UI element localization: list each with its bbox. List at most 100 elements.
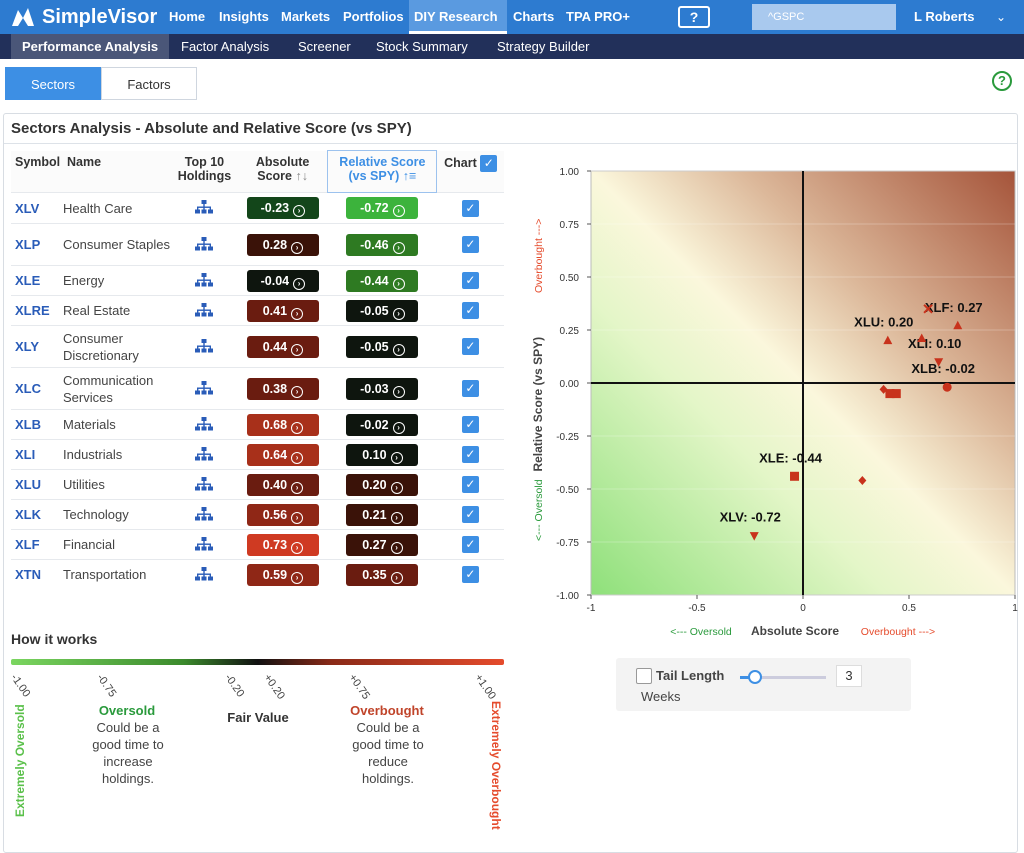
chart-all-checkbox[interactable]: ✓ bbox=[480, 154, 498, 172]
holdings-tree-icon[interactable] bbox=[171, 499, 238, 530]
abs-score-badge[interactable]: 0.44 › bbox=[246, 335, 319, 358]
rel-score-badge[interactable]: -0.05 › bbox=[346, 299, 419, 322]
row-symbol[interactable]: XLI bbox=[11, 439, 63, 470]
data-point[interactable] bbox=[883, 335, 893, 345]
chart-checkbox[interactable]: ✓ bbox=[461, 199, 479, 217]
col-name[interactable]: Name bbox=[63, 150, 171, 193]
chart-checkbox[interactable]: ✓ bbox=[461, 236, 479, 253]
holdings-tree-icon[interactable] bbox=[171, 192, 238, 224]
tail-length-slider-track[interactable] bbox=[740, 676, 826, 679]
tail-length-checkbox[interactable] bbox=[636, 668, 652, 684]
data-point[interactable] bbox=[749, 532, 759, 541]
nav-tpa-pro[interactable]: TPA PRO+ bbox=[566, 9, 630, 24]
row-symbol[interactable]: XLP bbox=[11, 223, 63, 266]
rel-score-badge[interactable]: -0.72 › bbox=[346, 197, 419, 219]
tab-sectors[interactable]: Sectors bbox=[5, 67, 101, 100]
data-point[interactable] bbox=[790, 471, 800, 481]
table-row[interactable]: XLY Consumer Discretionary 0.44 › -0.05 › ✓ bbox=[11, 325, 504, 368]
chart-checkbox[interactable]: ✓ bbox=[461, 416, 479, 433]
row-symbol[interactable]: XLV bbox=[11, 192, 63, 224]
holdings-tree-icon[interactable] bbox=[171, 325, 238, 368]
table-row[interactable]: XLC Communication Services 0.38 › -0.03 › ✓ bbox=[11, 367, 504, 410]
sort-icon[interactable]: ↑↓ bbox=[295, 168, 308, 183]
nav-diy-research[interactable]: DIY Research bbox=[409, 0, 507, 34]
rel-score-badge[interactable]: 0.21 › bbox=[346, 503, 419, 526]
app-logo[interactable]: SimpleVisor bbox=[10, 4, 157, 30]
rel-score-badge[interactable]: 0.10 › bbox=[346, 443, 419, 466]
row-symbol[interactable]: XLY bbox=[11, 325, 63, 368]
table-row[interactable]: XLRE Real Estate 0.41 › -0.05 › ✓ bbox=[11, 295, 504, 326]
tab-factors[interactable]: Factors bbox=[101, 67, 197, 100]
chart-checkbox[interactable]: ✓ bbox=[461, 446, 479, 463]
rel-score-badge[interactable]: -0.05 › bbox=[346, 335, 419, 358]
table-row[interactable]: XLI Industrials 0.64 › 0.10 › ✓ bbox=[11, 439, 504, 470]
rel-score-badge[interactable]: -0.44 › bbox=[346, 269, 419, 292]
data-point[interactable] bbox=[942, 382, 952, 392]
row-symbol[interactable]: XLRE bbox=[11, 295, 63, 326]
row-symbol[interactable]: XLB bbox=[11, 409, 63, 440]
rel-score-badge[interactable]: 0.35 › bbox=[346, 563, 419, 586]
abs-score-badge[interactable]: 0.28 › bbox=[246, 233, 319, 256]
nav-charts[interactable]: Charts bbox=[513, 9, 555, 24]
chart-checkbox[interactable]: ✓ bbox=[461, 302, 479, 319]
holdings-tree-icon[interactable] bbox=[171, 367, 238, 410]
table-row[interactable]: XLU Utilities 0.40 › 0.20 › ✓ bbox=[11, 469, 504, 500]
data-point[interactable] bbox=[885, 389, 895, 399]
holdings-tree-icon[interactable] bbox=[171, 295, 238, 326]
chart-checkbox[interactable]: ✓ bbox=[461, 380, 479, 397]
subnav-screener[interactable]: Screener bbox=[298, 39, 351, 54]
abs-score-badge[interactable]: 0.38 › bbox=[246, 377, 319, 400]
data-point[interactable] bbox=[858, 476, 867, 486]
chart-checkbox[interactable]: ✓ bbox=[461, 566, 479, 584]
help-video-icon[interactable]: ? bbox=[678, 6, 710, 28]
holdings-tree-icon[interactable] bbox=[171, 559, 238, 590]
chart-checkbox[interactable]: ✓ bbox=[461, 272, 479, 289]
holdings-tree-icon[interactable] bbox=[171, 439, 238, 470]
chart-checkbox[interactable]: ✓ bbox=[461, 506, 479, 523]
table-row[interactable]: XTN Transportation 0.59 › 0.35 › ✓ bbox=[11, 559, 504, 590]
ticker-search-input[interactable] bbox=[752, 4, 896, 30]
abs-score-badge[interactable]: 0.59 › bbox=[246, 563, 319, 586]
table-row[interactable]: XLB Materials 0.68 › -0.02 › ✓ bbox=[11, 409, 504, 440]
table-row[interactable]: XLF Financial 0.73 › 0.27 › ✓ bbox=[11, 529, 504, 560]
row-symbol[interactable]: XLE bbox=[11, 265, 63, 296]
subnav-stock-summary[interactable]: Stock Summary bbox=[376, 39, 468, 54]
row-symbol[interactable]: XLC bbox=[11, 367, 63, 410]
chevron-down-icon[interactable]: ⌄ bbox=[996, 10, 1007, 24]
row-symbol[interactable]: XLU bbox=[11, 469, 63, 500]
row-symbol[interactable]: XLF bbox=[11, 529, 63, 560]
data-point[interactable] bbox=[923, 304, 933, 314]
holdings-tree-icon[interactable] bbox=[171, 469, 238, 500]
nav-insights[interactable]: Insights bbox=[219, 9, 269, 24]
rel-score-badge[interactable]: -0.46 › bbox=[346, 233, 419, 256]
table-row[interactable]: XLE Energy -0.04 › -0.44 › ✓ bbox=[11, 265, 504, 296]
subnav-factor-analysis[interactable]: Factor Analysis bbox=[181, 39, 270, 54]
table-row[interactable]: XLP Consumer Staples 0.28 › -0.46 › ✓ bbox=[11, 223, 504, 266]
rel-score-badge[interactable]: 0.27 › bbox=[346, 533, 419, 556]
holdings-tree-icon[interactable] bbox=[171, 265, 238, 296]
col-relative-score[interactable]: Relative Score (vs SPY) ↑≡ bbox=[327, 150, 438, 193]
col-absolute-score[interactable]: Absolute Score ↑↓ bbox=[237, 150, 328, 193]
holdings-tree-icon[interactable] bbox=[171, 223, 238, 266]
tail-length-value[interactable]: 3 bbox=[836, 665, 862, 687]
scatter-chart[interactable]: 1.000.750.500.250.00-0.25-0.50-0.75-1.00… bbox=[520, 155, 1020, 645]
data-point[interactable] bbox=[953, 320, 963, 330]
abs-score-badge[interactable]: 0.41 › bbox=[246, 299, 319, 322]
nav-portfolios[interactable]: Portfolios bbox=[343, 9, 404, 24]
user-menu[interactable]: L Roberts bbox=[914, 9, 975, 24]
data-point[interactable] bbox=[917, 333, 927, 342]
nav-markets[interactable]: Markets bbox=[281, 9, 331, 24]
tail-length-slider-handle[interactable] bbox=[748, 670, 762, 684]
sort-asc-icon[interactable]: ↑≡ bbox=[402, 169, 417, 183]
nav-home[interactable]: Home bbox=[169, 9, 206, 24]
rel-score-badge[interactable]: -0.03 › bbox=[346, 377, 419, 400]
abs-score-badge[interactable]: 0.56 › bbox=[246, 503, 319, 526]
rel-score-badge[interactable]: -0.02 › bbox=[346, 413, 419, 436]
table-row[interactable]: XLV Health Care -0.23 › -0.72 › ✓ bbox=[11, 192, 504, 224]
abs-score-badge[interactable]: 0.40 › bbox=[246, 473, 319, 496]
subnav-performance-analysis[interactable]: Performance Analysis bbox=[11, 34, 170, 59]
chart-checkbox[interactable]: ✓ bbox=[461, 338, 479, 355]
abs-score-badge[interactable]: -0.23 › bbox=[246, 197, 319, 219]
table-row[interactable]: XLK Technology 0.56 › 0.21 › ✓ bbox=[11, 499, 504, 530]
chart-checkbox[interactable]: ✓ bbox=[461, 536, 479, 553]
